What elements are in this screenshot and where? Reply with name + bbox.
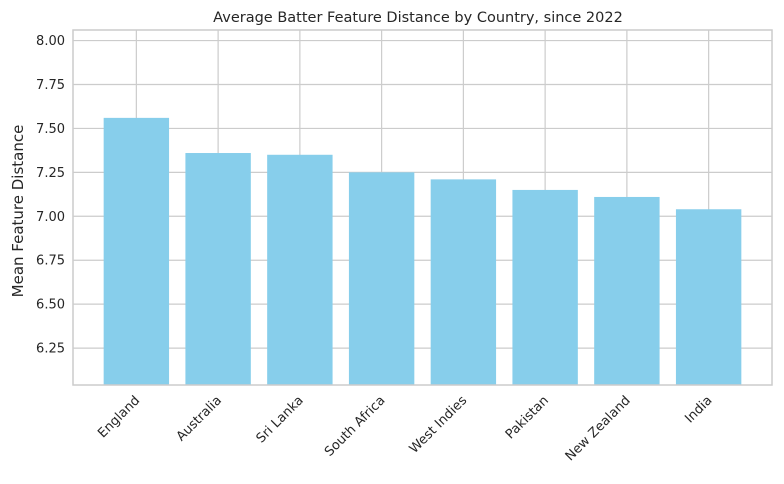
x-tick-label: West Indies (407, 393, 471, 457)
bars (103, 117, 742, 386)
x-tick-label: South Africa (322, 393, 388, 459)
x-tick-labels: England Australia Sri Lanka South Africa Wes… (95, 393, 715, 464)
bar-england (103, 117, 170, 386)
y-tick-label: 6.25 (36, 342, 65, 357)
y-tick-label: 7.00 (36, 210, 65, 225)
y-tick-label: 7.75 (36, 78, 65, 93)
y-tick-label: 6.50 (36, 298, 65, 313)
bar-new-zealand (594, 196, 660, 385)
bar-south-africa (348, 172, 415, 385)
chart-title: Average Batter Feature Distance by Count… (213, 10, 623, 26)
y-tick-label: 6.75 (36, 254, 65, 269)
y-tick-label: 7.25 (36, 166, 65, 181)
plot-frame (72, 29, 773, 386)
x-tick-label: New Zealand (563, 393, 634, 464)
x-tick-label: England (95, 393, 143, 441)
y-axis-title: Mean Feature Distance (9, 125, 27, 298)
y-tick-label: 8.00 (36, 34, 65, 49)
y-tick-label: 7.50 (36, 122, 65, 137)
plot-spines (72, 29, 773, 386)
bar-pakistan (512, 189, 578, 385)
bar-west-indies (430, 179, 497, 385)
bar-india (675, 209, 742, 385)
x-tick-label: Pakistan (503, 393, 552, 442)
grid-lines (73, 30, 772, 385)
bar-australia (185, 153, 251, 385)
x-tick-label: Sri Lanka (254, 393, 307, 446)
x-tick-label: Australia (174, 393, 225, 444)
bar-sri-lanka (267, 154, 333, 385)
x-tick-label: India (682, 393, 715, 426)
y-tick-labels: 6.25 6.50 6.75 7.00 7.25 7.50 7.75 8.00 (36, 34, 65, 357)
